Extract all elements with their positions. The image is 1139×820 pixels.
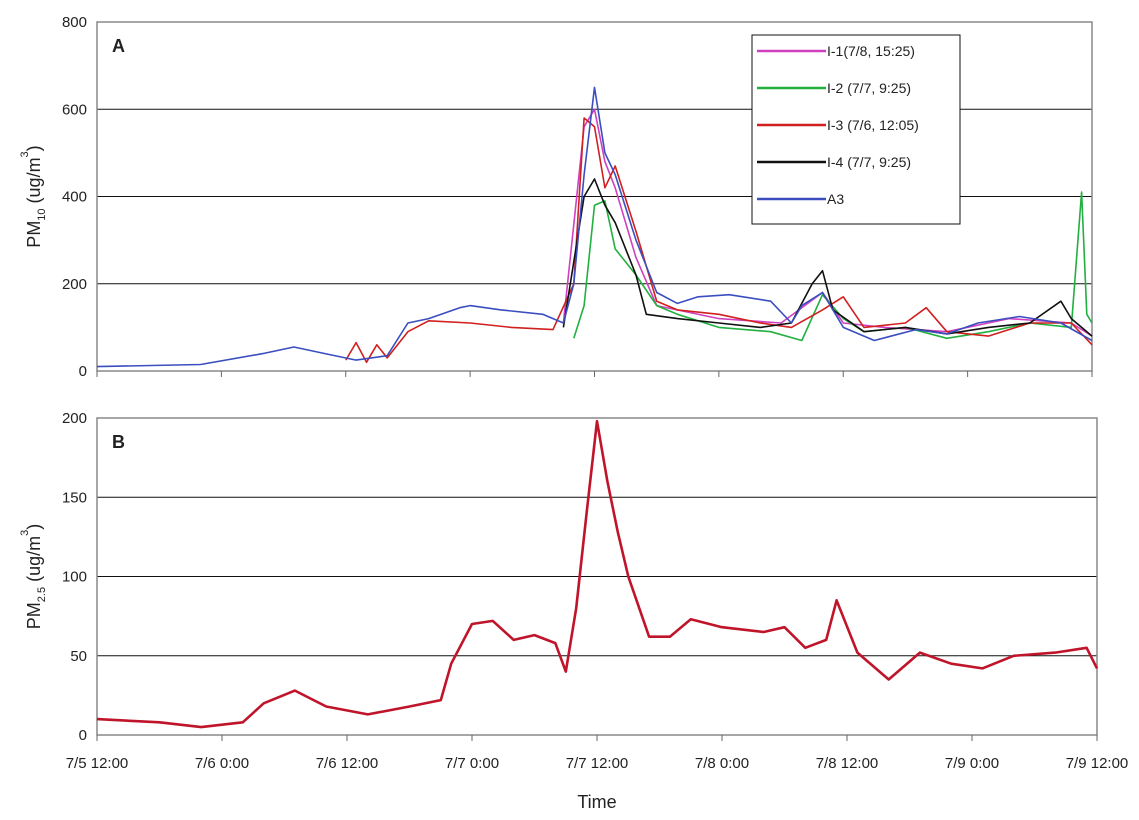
x-tick-label: 7/9 0:00 [945,755,999,772]
y-tick-label: 200 [62,410,87,427]
x-tick-label: 7/6 12:00 [316,755,379,772]
legend-label: I-4 (7/7, 9:25) [827,154,911,170]
y-axis-label-part: (ug/m [24,536,44,587]
y-tick-label: 0 [79,363,87,380]
legend-box [751,34,961,225]
x-tick-label: 7/5 12:00 [66,755,129,772]
y-axis-label-part: 3 [19,151,31,157]
y-axis-label: PM2.5 (ug/m3) [19,524,48,629]
data-line [96,86,1093,368]
y-axis-label-part: 10 [36,208,48,220]
y-tick-label: 50 [70,648,87,665]
y-tick-label: 100 [62,569,87,586]
legend-label: I-1(7/8, 15:25) [827,43,915,59]
y-tick-label: 150 [62,489,87,506]
y-axis-label-part: 3 [19,530,31,536]
x-tick-label: 7/8 12:00 [816,755,879,772]
y-axis-label-part: (ug/m [24,157,44,208]
y-tick-label: 200 [62,276,87,293]
y-tick-label: 0 [79,727,87,744]
data-line [562,178,1093,337]
y-axis-label-part: ) [24,145,44,151]
data-line [96,419,1099,729]
x-tick-label: 7/7 12:00 [566,755,629,772]
y-tick-label: 800 [62,14,87,31]
x-tick-label: 7/9 12:00 [1066,755,1129,772]
x-tick-label: 7/8 0:00 [695,755,749,772]
x-tick-label: 7/7 0:00 [445,755,499,772]
x-axis-label: Time [577,792,616,812]
y-axis-label-part: ) [24,524,44,530]
legend-label: I-3 (7/6, 12:05) [827,117,919,133]
panel-label: A [112,36,125,56]
data-line [345,117,1093,364]
panel-label: B [112,432,125,452]
legend-label: I-2 (7/7, 9:25) [827,80,911,96]
y-axis-label-part: 2.5 [36,587,48,602]
y-axis-label: PM10 (ug/m3) [19,145,48,247]
y-tick-label: 400 [62,189,87,206]
data-line [573,191,1093,342]
y-axis-label-part: PM [24,221,44,248]
legend-label: A3 [827,191,844,207]
y-tick-label: 600 [62,101,87,118]
x-tick-label: 7/6 0:00 [195,755,249,772]
y-axis-label-part: PM [24,602,44,629]
